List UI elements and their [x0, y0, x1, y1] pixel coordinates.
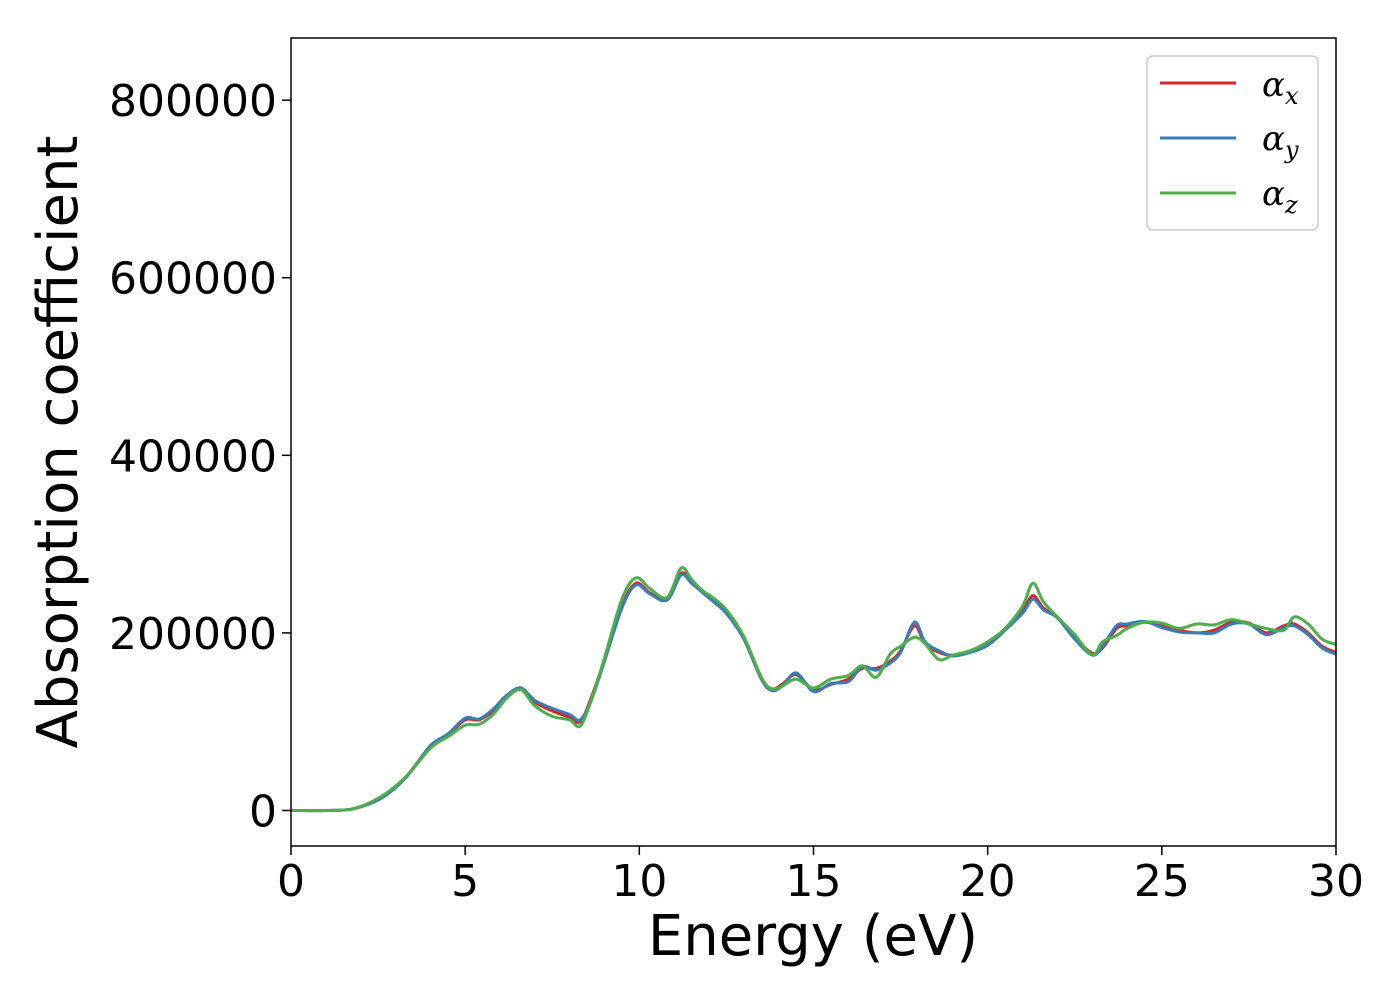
legend-label-z: αz — [1262, 174, 1298, 219]
y-tick-label: 600000 — [109, 254, 277, 305]
x-axis-label: Energy (eV) — [648, 904, 978, 969]
y-axis: 0 200000 400000 600000 800000 — [109, 76, 291, 837]
legend-box — [1146, 55, 1319, 231]
series-line-y — [290, 573, 1337, 813]
y-tick-label: 200000 — [109, 609, 277, 660]
x-tick-label: 30 — [1308, 856, 1364, 907]
y-tick-label: 0 — [249, 786, 277, 837]
x-tick-label: 5 — [451, 856, 479, 907]
x-tick-label: 0 — [277, 856, 305, 907]
y-axis-label: Absorption coefficient — [26, 136, 91, 749]
legend-label-y: αy — [1262, 119, 1299, 164]
x-axis: 0 5 10 15 20 25 30 — [277, 846, 1364, 907]
series-line-z — [290, 566, 1337, 813]
y-tick-label: 400000 — [109, 431, 277, 482]
series-layer — [290, 566, 1337, 813]
x-tick-label: 25 — [1134, 856, 1190, 907]
legend: αx αy αz — [1146, 55, 1319, 231]
y-tick-label: 800000 — [109, 76, 277, 127]
legend-label-x: αx — [1262, 65, 1299, 110]
x-tick-label: 15 — [786, 856, 842, 907]
x-tick-label: 20 — [960, 856, 1016, 907]
x-tick-label: 10 — [611, 856, 667, 907]
